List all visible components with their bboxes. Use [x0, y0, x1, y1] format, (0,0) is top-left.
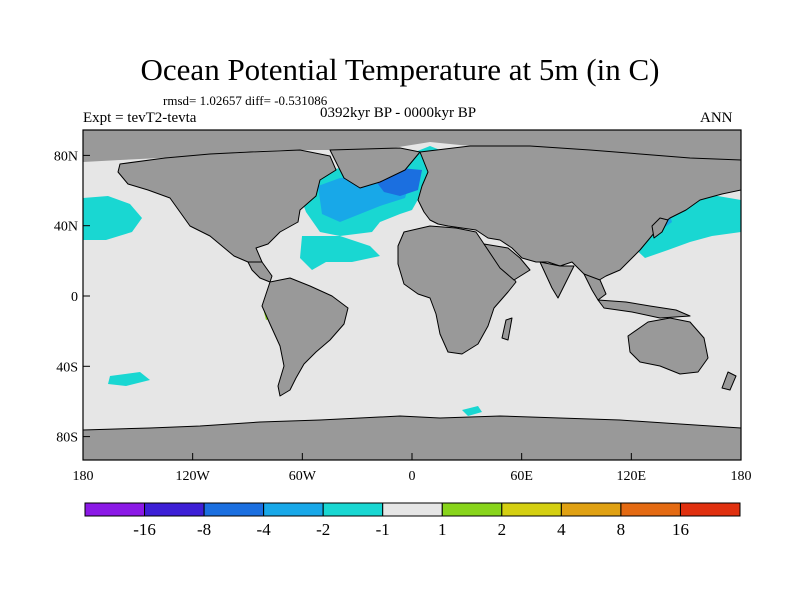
- land-southeast-asia: [583, 273, 607, 301]
- colorbar-swatch: [322, 502, 384, 517]
- land-africa: [397, 225, 517, 355]
- colorbar-swatch: [620, 502, 681, 517]
- colorbar-swatch: [441, 502, 503, 517]
- lat-tick-label: 0: [71, 290, 78, 305]
- lon-tick-label: 120E: [617, 469, 647, 484]
- lat-tick-label: 80S: [56, 431, 78, 446]
- land-new-zealand: [721, 371, 737, 391]
- lat-tick-label: 40N: [54, 220, 78, 235]
- arctic-land-mask: [83, 130, 741, 162]
- lon-tick-label: 0: [409, 469, 416, 484]
- land-north-america: [117, 149, 337, 263]
- colorbar-label: 8: [617, 520, 626, 539]
- experiment-label: Expt = tevT2-tevta: [83, 110, 197, 126]
- colorbar-label: 1: [438, 520, 447, 539]
- land-indonesia: [597, 299, 691, 319]
- lon-tick-label: 120W: [176, 469, 211, 484]
- map-title: Ocean Potential Temperature at 5m (in C): [140, 52, 660, 87]
- colorbar-swatch: [382, 502, 443, 517]
- colorbar-label: -2: [316, 520, 330, 539]
- colorbar-label: -16: [133, 520, 156, 539]
- colorbar-swatch: [501, 502, 562, 517]
- anomaly-southern-ocean: [462, 406, 482, 416]
- colorbar-label: 16: [672, 520, 689, 539]
- lon-tick-label: 60W: [289, 469, 317, 484]
- stats-text: rmsd= 1.02657 diff= -0.531086: [163, 93, 328, 108]
- season-label: ANN: [700, 110, 733, 126]
- land-greenland: [329, 147, 421, 189]
- colorbar-swatch: [263, 502, 324, 517]
- lon-tick-label: 180: [73, 469, 94, 484]
- land-arabia: [483, 243, 531, 281]
- colorbar-label: 4: [557, 520, 566, 539]
- land-australia: [627, 317, 709, 375]
- colorbar-label: -4: [257, 520, 272, 539]
- lon-tick-label: 180: [731, 469, 752, 484]
- colorbar-swatch: [679, 502, 741, 517]
- period-label: 0392kyr BP - 0000kyr BP: [320, 105, 477, 121]
- latitude-axis: 80N 40N 0 40S 80S: [54, 149, 90, 446]
- colorbar-swatch: [203, 502, 265, 517]
- land-masses: [83, 130, 741, 460]
- colorbar: -16 -8 -4 -2 -1 1 2 4 8 16: [84, 502, 741, 539]
- anomaly-subtropical-atlantic: [300, 236, 380, 270]
- land-madagascar: [501, 317, 513, 341]
- land-japan: [651, 217, 669, 239]
- land-antarctica: [83, 415, 741, 460]
- lon-tick-label: 60E: [510, 469, 533, 484]
- anomaly-north-pacific-east: [83, 196, 142, 240]
- colorbar-swatch: [144, 502, 205, 517]
- land-india: [539, 261, 575, 299]
- colorbar-label: -1: [376, 520, 390, 539]
- colorbar-swatch: [560, 502, 622, 517]
- land-south-america: [261, 277, 349, 397]
- anomaly-south-pacific: [108, 372, 150, 386]
- lat-tick-label: 40S: [56, 360, 78, 375]
- colorbar-swatch: [84, 502, 146, 517]
- colorbar-label: -8: [197, 520, 211, 539]
- longitude-axis: 180 120W 60W 0 60E 120E 180: [73, 453, 752, 484]
- colorbar-label: 2: [498, 520, 507, 539]
- lat-tick-label: 80N: [54, 149, 78, 164]
